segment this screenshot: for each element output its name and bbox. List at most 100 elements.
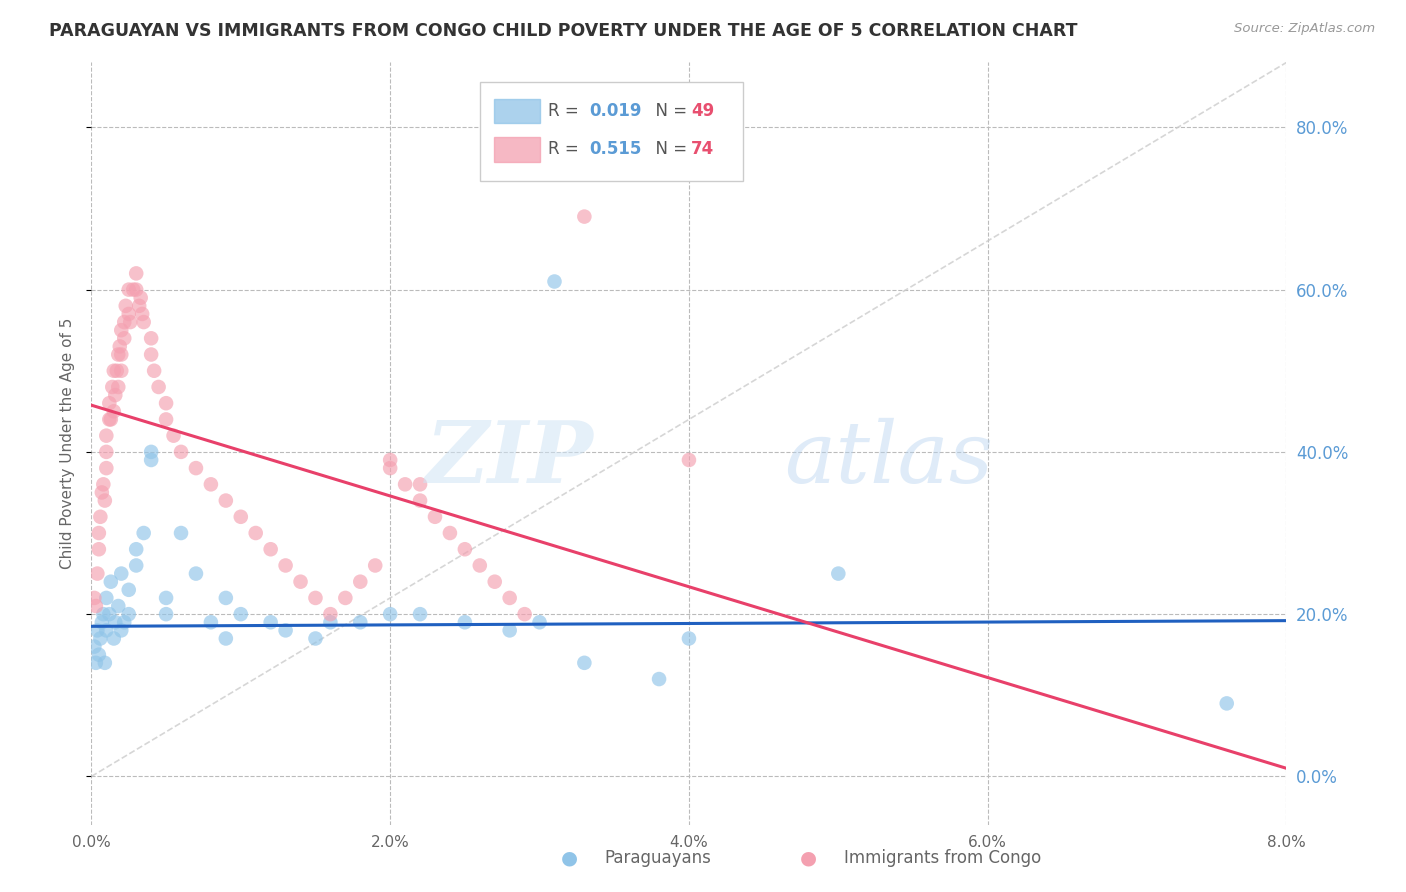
Point	[105, 364, 128, 378]
Point	[132, 315, 155, 329]
Point	[141, 453, 162, 467]
Point	[259, 615, 281, 630]
Point	[84, 656, 107, 670]
Point	[90, 615, 112, 630]
Text: atlas: atlas	[785, 417, 994, 500]
Point	[132, 526, 155, 541]
Point	[103, 364, 125, 378]
Text: PARAGUAYAN VS IMMIGRANTS FROM CONGO CHILD POVERTY UNDER THE AGE OF 5 CORRELATION: PARAGUAYAN VS IMMIGRANTS FROM CONGO CHIL…	[49, 22, 1078, 40]
Y-axis label: Child Poverty Under the Age of 5: Child Poverty Under the Age of 5	[60, 318, 76, 569]
Point	[215, 591, 238, 605]
Point	[87, 648, 110, 662]
Point	[118, 582, 141, 597]
Point	[94, 493, 117, 508]
Bar	[494, 137, 540, 161]
Point	[108, 339, 131, 353]
Point	[409, 493, 432, 508]
Point	[89, 509, 111, 524]
Point	[86, 624, 108, 638]
Point	[229, 509, 252, 524]
Text: ZIP: ZIP	[426, 417, 593, 500]
Point	[110, 566, 132, 581]
Point	[184, 461, 207, 475]
Point	[304, 632, 326, 646]
Point	[162, 428, 184, 442]
Point	[141, 331, 162, 345]
Text: 49: 49	[692, 103, 714, 120]
Point	[110, 347, 132, 361]
Point	[498, 624, 520, 638]
Point	[118, 307, 141, 321]
Point	[87, 542, 110, 557]
Point	[125, 266, 148, 280]
Point	[86, 566, 108, 581]
Point	[120, 315, 142, 329]
Point	[335, 591, 357, 605]
Point	[364, 558, 387, 573]
Point	[484, 574, 506, 589]
Point	[141, 445, 162, 459]
Point	[129, 291, 152, 305]
Point	[827, 566, 849, 581]
Point	[90, 485, 112, 500]
Point	[439, 526, 461, 541]
Point	[96, 591, 118, 605]
Point	[454, 615, 477, 630]
Point	[107, 347, 129, 361]
Point	[513, 607, 536, 622]
Text: N =: N =	[645, 140, 692, 159]
Point	[118, 283, 141, 297]
Point	[101, 380, 124, 394]
Point	[215, 632, 238, 646]
Point	[304, 591, 326, 605]
Point	[574, 210, 596, 224]
Point	[104, 615, 127, 630]
Point	[96, 428, 118, 442]
Point	[110, 624, 132, 638]
Point	[454, 542, 477, 557]
Point	[170, 526, 193, 541]
Point	[141, 347, 162, 361]
Text: N =: N =	[645, 103, 692, 120]
Text: Paraguayans: Paraguayans	[605, 849, 711, 867]
Text: 0.515: 0.515	[589, 140, 643, 159]
Point	[529, 615, 551, 630]
Point	[98, 607, 121, 622]
Point	[155, 607, 177, 622]
Point	[107, 599, 129, 613]
Point	[543, 275, 565, 289]
Point	[290, 574, 312, 589]
Point	[87, 526, 110, 541]
Point	[96, 461, 118, 475]
Point	[103, 632, 125, 646]
Point	[155, 591, 177, 605]
Point	[103, 404, 125, 418]
Text: 74: 74	[692, 140, 714, 159]
Point	[125, 542, 148, 557]
Point	[100, 574, 122, 589]
Point	[349, 615, 371, 630]
Point	[110, 364, 132, 378]
Point	[112, 615, 135, 630]
Point	[170, 445, 193, 459]
Point	[128, 299, 150, 313]
Bar	[494, 99, 540, 123]
Point	[143, 364, 166, 378]
Text: R =: R =	[548, 103, 583, 120]
Point	[93, 607, 114, 622]
Point	[200, 615, 222, 630]
Point	[678, 453, 700, 467]
Point	[83, 591, 105, 605]
Point	[89, 632, 111, 646]
Point	[125, 283, 148, 297]
Point	[114, 299, 136, 313]
Text: 0.019: 0.019	[589, 103, 643, 120]
Point	[96, 624, 118, 638]
Point	[423, 509, 446, 524]
Text: R =: R =	[548, 140, 583, 159]
Point	[349, 574, 371, 589]
Point	[245, 526, 267, 541]
Point	[122, 283, 145, 297]
Point	[110, 323, 132, 337]
Point	[319, 615, 342, 630]
